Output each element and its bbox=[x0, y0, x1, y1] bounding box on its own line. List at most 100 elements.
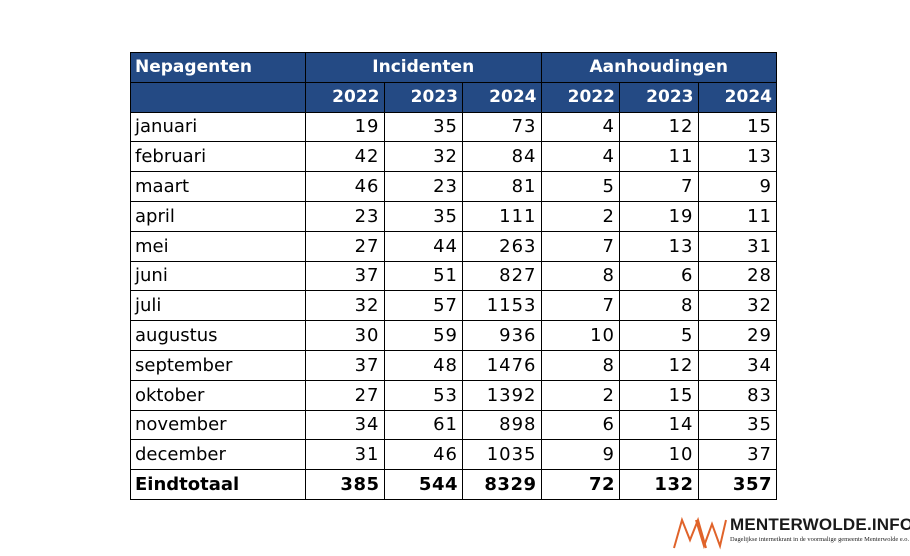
table-cell: 46 bbox=[305, 171, 385, 202]
table-cell: 32 bbox=[697, 290, 777, 322]
table-cell: 19 bbox=[619, 200, 699, 232]
table-cell: 4 bbox=[540, 141, 620, 173]
total-label: Eindtotaal bbox=[130, 469, 306, 500]
table-row: maart 46 23 81 5 7 9 bbox=[130, 171, 777, 202]
corner-header: Nepagenten bbox=[130, 52, 306, 83]
table-cell: 44 bbox=[383, 230, 463, 262]
total-cell: 357 bbox=[697, 469, 777, 500]
table-cell: 30 bbox=[305, 320, 385, 351]
table-cell: 81 bbox=[462, 171, 542, 202]
table-cell: 61 bbox=[383, 409, 463, 441]
table-cell: 10 bbox=[540, 320, 620, 351]
table-row: november 34 61 898 6 14 35 bbox=[130, 409, 777, 441]
table-cell: 28 bbox=[697, 260, 777, 292]
month-label: februari bbox=[130, 141, 306, 173]
month-label: juli bbox=[130, 290, 306, 322]
table-cell: 111 bbox=[462, 200, 542, 232]
table-cell: 84 bbox=[462, 141, 542, 173]
table-cell: 13 bbox=[697, 141, 777, 173]
table-cell: 936 bbox=[462, 320, 542, 351]
table-cell: 7 bbox=[540, 230, 620, 262]
table-cell: 31 bbox=[697, 230, 777, 262]
table-row: juli 32 57 1153 7 8 32 bbox=[130, 290, 777, 322]
table-cell: 42 bbox=[305, 141, 385, 173]
menterwolde-logo: MENTERWOLDE.INFO Dagelijkse internetkran… bbox=[672, 514, 910, 550]
table-cell: 13 bbox=[619, 230, 699, 262]
table-cell: 12 bbox=[619, 349, 699, 381]
table-cell: 263 bbox=[462, 230, 542, 262]
table-cell: 9 bbox=[540, 439, 620, 471]
month-label: september bbox=[130, 349, 306, 381]
table-cell: 32 bbox=[305, 290, 385, 322]
month-label: juni bbox=[130, 260, 306, 292]
total-cell: 72 bbox=[540, 469, 620, 500]
logo-tagline: Dagelijkse internetkrant in de voormalig… bbox=[730, 536, 910, 543]
table-cell: 827 bbox=[462, 260, 542, 292]
total-cell: 8329 bbox=[462, 469, 542, 500]
table-cell: 7 bbox=[540, 290, 620, 322]
table-cell: 35 bbox=[383, 111, 463, 143]
table-cell: 12 bbox=[619, 111, 699, 143]
table-cell: 23 bbox=[305, 200, 385, 232]
table-body: januari 19 35 73 4 12 15 februari 42 32 84 4 11 13 maa… bbox=[130, 111, 777, 500]
table-row: januari 19 35 73 4 12 15 bbox=[130, 111, 777, 143]
month-label: maart bbox=[130, 171, 306, 202]
table-cell: 59 bbox=[383, 320, 463, 351]
table-cell: 5 bbox=[619, 320, 699, 351]
table-cell: 29 bbox=[697, 320, 777, 351]
table-cell: 15 bbox=[697, 111, 777, 143]
table-cell: 34 bbox=[697, 349, 777, 381]
table-cell: 10 bbox=[619, 439, 699, 471]
table-cell: 5 bbox=[540, 171, 620, 202]
table-row: december 31 46 1035 9 10 37 bbox=[130, 439, 777, 471]
month-label: december bbox=[130, 439, 306, 471]
header-row-years: 2022 2023 2024 2022 2023 2024 bbox=[130, 81, 777, 113]
header-row-groups: Nepagenten Incidenten Aanhoudingen bbox=[130, 52, 777, 83]
table-cell: 8 bbox=[540, 260, 620, 292]
table-row: juni 37 51 827 8 6 28 bbox=[130, 260, 777, 292]
year-header: 2022 bbox=[305, 81, 385, 113]
table-cell: 2 bbox=[540, 200, 620, 232]
table-cell: 4 bbox=[540, 111, 620, 143]
table-cell: 46 bbox=[383, 439, 463, 471]
table-cell: 6 bbox=[619, 260, 699, 292]
table-cell: 1476 bbox=[462, 349, 542, 381]
table-cell: 34 bbox=[305, 409, 385, 441]
table-cell: 57 bbox=[383, 290, 463, 322]
table-cell: 1035 bbox=[462, 439, 542, 471]
table-cell: 27 bbox=[305, 230, 385, 262]
year-header: 2023 bbox=[383, 81, 463, 113]
nepagenten-table: Nepagenten Incidenten Aanhoudingen 2022 … bbox=[130, 52, 777, 500]
table-cell: 11 bbox=[697, 200, 777, 232]
table-cell: 15 bbox=[619, 379, 699, 411]
table-cell: 8 bbox=[540, 349, 620, 381]
month-label: november bbox=[130, 409, 306, 441]
year-header: 2022 bbox=[540, 81, 620, 113]
table-cell: 32 bbox=[383, 141, 463, 173]
table-cell: 11 bbox=[619, 141, 699, 173]
table-cell: 8 bbox=[619, 290, 699, 322]
table-cell: 37 bbox=[305, 349, 385, 381]
table-cell: 23 bbox=[383, 171, 463, 202]
table-cell: 1153 bbox=[462, 290, 542, 322]
table-cell: 2 bbox=[540, 379, 620, 411]
month-label: april bbox=[130, 200, 306, 232]
year-header: 2023 bbox=[619, 81, 699, 113]
table-cell: 35 bbox=[697, 409, 777, 441]
mw-logo-icon bbox=[673, 516, 727, 550]
table-cell: 7 bbox=[619, 171, 699, 202]
table-row: april 23 35 111 2 19 11 bbox=[130, 200, 777, 232]
table-cell: 27 bbox=[305, 379, 385, 411]
group-header-aanhoudingen: Aanhoudingen bbox=[540, 52, 777, 83]
month-label: mei bbox=[130, 230, 306, 262]
month-label: januari bbox=[130, 111, 306, 143]
total-cell: 544 bbox=[383, 469, 463, 500]
year-header: 2024 bbox=[462, 81, 542, 113]
table-cell: 35 bbox=[383, 200, 463, 232]
table-cell: 6 bbox=[540, 409, 620, 441]
table-cell: 31 bbox=[305, 439, 385, 471]
logo-name: MENTERWOLDE.INFO bbox=[730, 515, 910, 534]
total-cell: 385 bbox=[305, 469, 385, 500]
table-container: Nepagenten Incidenten Aanhoudingen 2022 … bbox=[130, 52, 777, 500]
month-label: augustus bbox=[130, 320, 306, 351]
